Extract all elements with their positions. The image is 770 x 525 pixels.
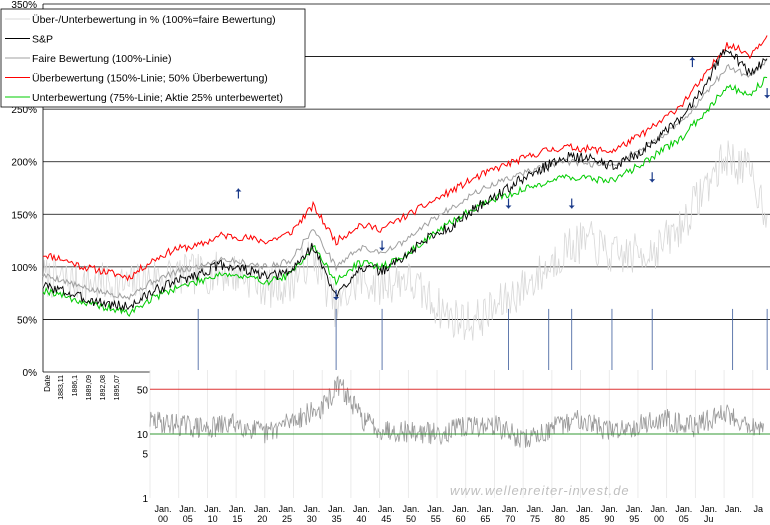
sub-x-tick-top: Jan.	[378, 504, 395, 514]
sub-x-tick-top: Ja	[753, 504, 763, 514]
sub-x-tick-top: Jan.	[427, 504, 444, 514]
sp-line	[42, 49, 768, 312]
arrow-down-head	[568, 205, 575, 209]
legend-label: S&P	[32, 34, 53, 46]
y-tick-label: 100%	[11, 263, 37, 274]
legend-box	[0, 8, 306, 108]
legend-label: Unterbewertung (75%-Linie; Aktie 25% unt…	[32, 92, 283, 104]
x-tick-label: 1886,1	[72, 375, 79, 397]
legend-label: Faire Bewertung (100%-Linie)	[32, 53, 171, 65]
arrow-down-head	[333, 296, 340, 300]
sub-x-tick-top: Jan.	[154, 504, 171, 514]
sub-y-tick-label: 50	[137, 385, 149, 396]
fair-value-line	[42, 59, 768, 301]
sub-chart-reference-lines	[150, 388, 770, 435]
main-x-axis-labels: Date 1883,11 1886,1 1889,09 1892,08 1895,07	[43, 374, 121, 400]
sub-x-tick-bottom: 85	[580, 514, 590, 524]
valuation-percent-line	[42, 140, 768, 341]
sub-x-tick-bottom: 65	[480, 514, 490, 524]
sub-x-tick-bottom: 70	[505, 514, 515, 524]
sub-x-tick-bottom: 60	[456, 514, 466, 524]
y-tick-label: 200%	[11, 158, 37, 169]
arrow-down-head	[649, 179, 656, 183]
sub-x-tick-top: Jan.	[551, 504, 568, 514]
sub-x-tick-top: Jan.	[254, 504, 271, 514]
sub-x-tick-top: Jan.	[576, 504, 593, 514]
x-tick-label: 1889,09	[86, 375, 93, 400]
sub-x-tick-top: Jan.	[452, 504, 469, 514]
sub-x-tick-bottom: 90	[604, 514, 614, 524]
sub-x-tick-top: Jan.	[526, 504, 543, 514]
sub-y-tick-label: 10	[137, 430, 149, 441]
watermark: www.wellenreiter-invest.de	[450, 483, 630, 498]
sub-x-tick-bottom: 45	[381, 514, 391, 524]
sub-x-tick-bottom: 40	[356, 514, 366, 524]
sub-x-tick-bottom: 00	[158, 514, 168, 524]
sub-x-axis-ticks: Jan. Jan. Jan. Jan. Jan. Jan. Jan. Jan. Jan. Jan.…	[154, 504, 762, 524]
x-axis-title: Date	[43, 374, 52, 391]
arrow-down-head	[505, 205, 512, 209]
sub-x-tick-bottom: 95	[629, 514, 639, 524]
annotation-arrows	[235, 57, 770, 300]
sub-x-tick-bottom: 05	[679, 514, 689, 524]
sub-x-tick-top: Jan.	[353, 504, 370, 514]
sub-x-tick-bottom: 00	[654, 514, 664, 524]
sub-x-tick-bottom: 20	[257, 514, 267, 524]
sub-x-tick-top: Jan.	[725, 504, 742, 514]
arrow-down-head	[379, 247, 386, 251]
sub-y-axis-ticks: 1 5 10 50	[137, 385, 149, 505]
overvaluation-line	[42, 35, 768, 282]
valuation-series	[42, 140, 768, 341]
sub-x-tick-top: Jan.	[229, 504, 246, 514]
sub-x-tick-top: Jan.	[477, 504, 494, 514]
arrow-down-head	[764, 95, 770, 99]
y-tick-label: 150%	[11, 210, 37, 221]
sub-x-tick-top: Jan.	[601, 504, 618, 514]
sub-x-tick-bottom: 35	[332, 514, 342, 524]
sub-x-tick-top: Jan.	[700, 504, 717, 514]
sub-x-tick-top: Jan.	[502, 504, 519, 514]
sub-x-tick-top: Jan.	[650, 504, 667, 514]
main-y-axis-ticks: 0% 50% 100% 150% 200% 250% 350%	[11, 0, 37, 379]
legend-label: Überbewertung (150%-Linie; 50% Überbewer…	[32, 73, 268, 85]
sub-x-tick-bottom: 75	[530, 514, 540, 524]
y-tick-label: 0%	[23, 368, 38, 379]
legend-label: Über-/Unterbewertung in % (100%=faire Be…	[32, 14, 276, 26]
sub-x-tick-bottom: 15	[232, 514, 242, 524]
sub-x-tick-bottom: 05	[183, 514, 193, 524]
x-tick-label: 1892,08	[100, 375, 107, 400]
x-tick-label: 1883,11	[58, 375, 65, 400]
sub-x-tick-bottom: 80	[555, 514, 565, 524]
sub-x-tick-bottom: Ju	[704, 514, 714, 524]
sub-x-tick-bottom: 25	[282, 514, 292, 524]
undervaluation-line	[42, 76, 768, 318]
kgv-line	[149, 375, 764, 448]
sub-x-tick-top: Jan.	[626, 504, 643, 514]
sub-x-tick-top: Jan.	[675, 504, 692, 514]
x-tick-label: 1895,07	[114, 375, 121, 400]
sub-x-tick-top: Jan.	[328, 504, 345, 514]
legend: Über-/Unterbewertung in % (100%=faire Be…	[0, 8, 306, 108]
y-tick-label: 350%	[11, 0, 37, 11]
sub-x-tick-top: Jan.	[402, 504, 419, 514]
sub-x-tick-top: Jan.	[278, 504, 295, 514]
sub-x-tick-bottom: 10	[208, 514, 218, 524]
arrow-up-head	[235, 188, 242, 192]
sub-x-tick-top: Jan.	[179, 504, 196, 514]
sub-y-tick-label: 5	[142, 449, 148, 460]
y-tick-label: 50%	[17, 315, 37, 326]
band-series	[42, 35, 768, 318]
sub-x-tick-bottom: 55	[431, 514, 441, 524]
sub-x-tick-top: Jan.	[303, 504, 320, 514]
sub-y-tick-label: 1	[142, 494, 148, 505]
sub-x-tick-top: Jan.	[204, 504, 221, 514]
sub-x-tick-bottom: 50	[406, 514, 416, 524]
y-tick-label: 250%	[11, 105, 37, 116]
sub-chart-series	[149, 375, 764, 448]
arrow-up-head	[689, 57, 696, 61]
sub-x-tick-bottom: 30	[307, 514, 317, 524]
